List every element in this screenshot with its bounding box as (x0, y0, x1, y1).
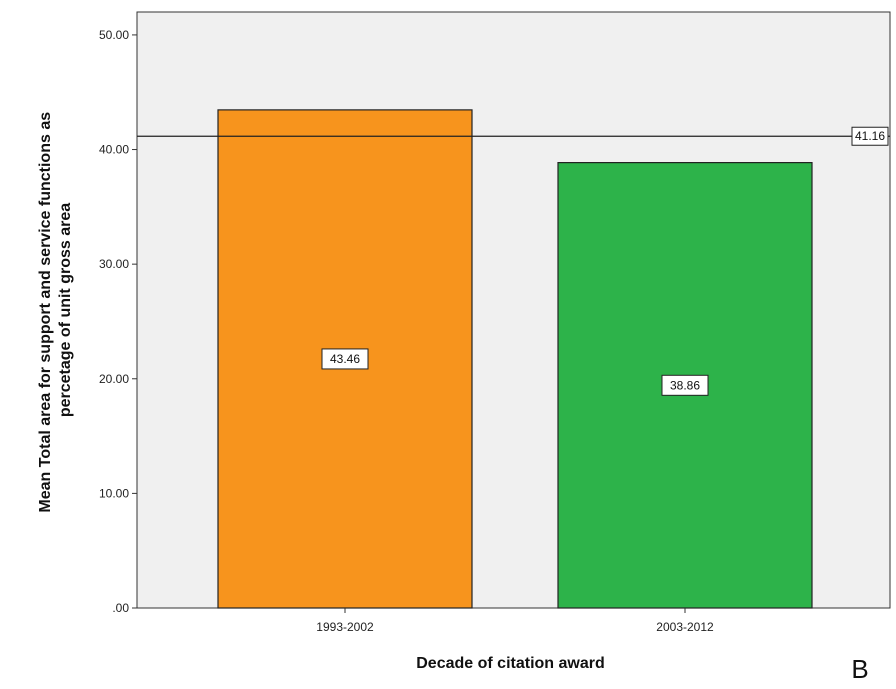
reference-line-label-group: 41.16 (851, 126, 889, 146)
y-axis-title: Mean Total area for support and service … (37, 107, 74, 512)
bar-value-label-box (661, 374, 709, 396)
bar-value-label: 43.46 (330, 352, 360, 366)
panel-label: B (851, 654, 868, 684)
y-tick-label: 40.00 (99, 143, 129, 157)
x-tick-label: 1993-2002 (316, 620, 374, 634)
y-tick-label: 10.00 (99, 486, 129, 500)
bars: 43.46 38.86 (217, 109, 813, 609)
y-axis-ticks: .00 10.00 20.00 30.00 40.00 50.00 (99, 28, 137, 615)
y-tick-label: 20.00 (99, 372, 129, 386)
y-axis-title-line-1: Mean Total area for support and service … (37, 112, 54, 513)
x-tick-label: 2003-2012 (656, 620, 714, 634)
bar-value-label: 38.86 (670, 378, 700, 392)
y-tick-label: .00 (112, 601, 129, 615)
bar-value-label-box (321, 348, 369, 370)
y-tick-label: 30.00 (99, 257, 129, 271)
x-axis-tick-labels: 1993-2002 2003-2012 (316, 608, 714, 634)
y-axis-title-line-2: percetage of unit gross area (57, 203, 74, 417)
reference-line-label-box (851, 126, 889, 146)
reference-line-label: 41.16 (855, 129, 885, 143)
x-axis-title: Decade of citation award (416, 655, 605, 672)
y-tick-label: 50.00 (99, 28, 129, 42)
